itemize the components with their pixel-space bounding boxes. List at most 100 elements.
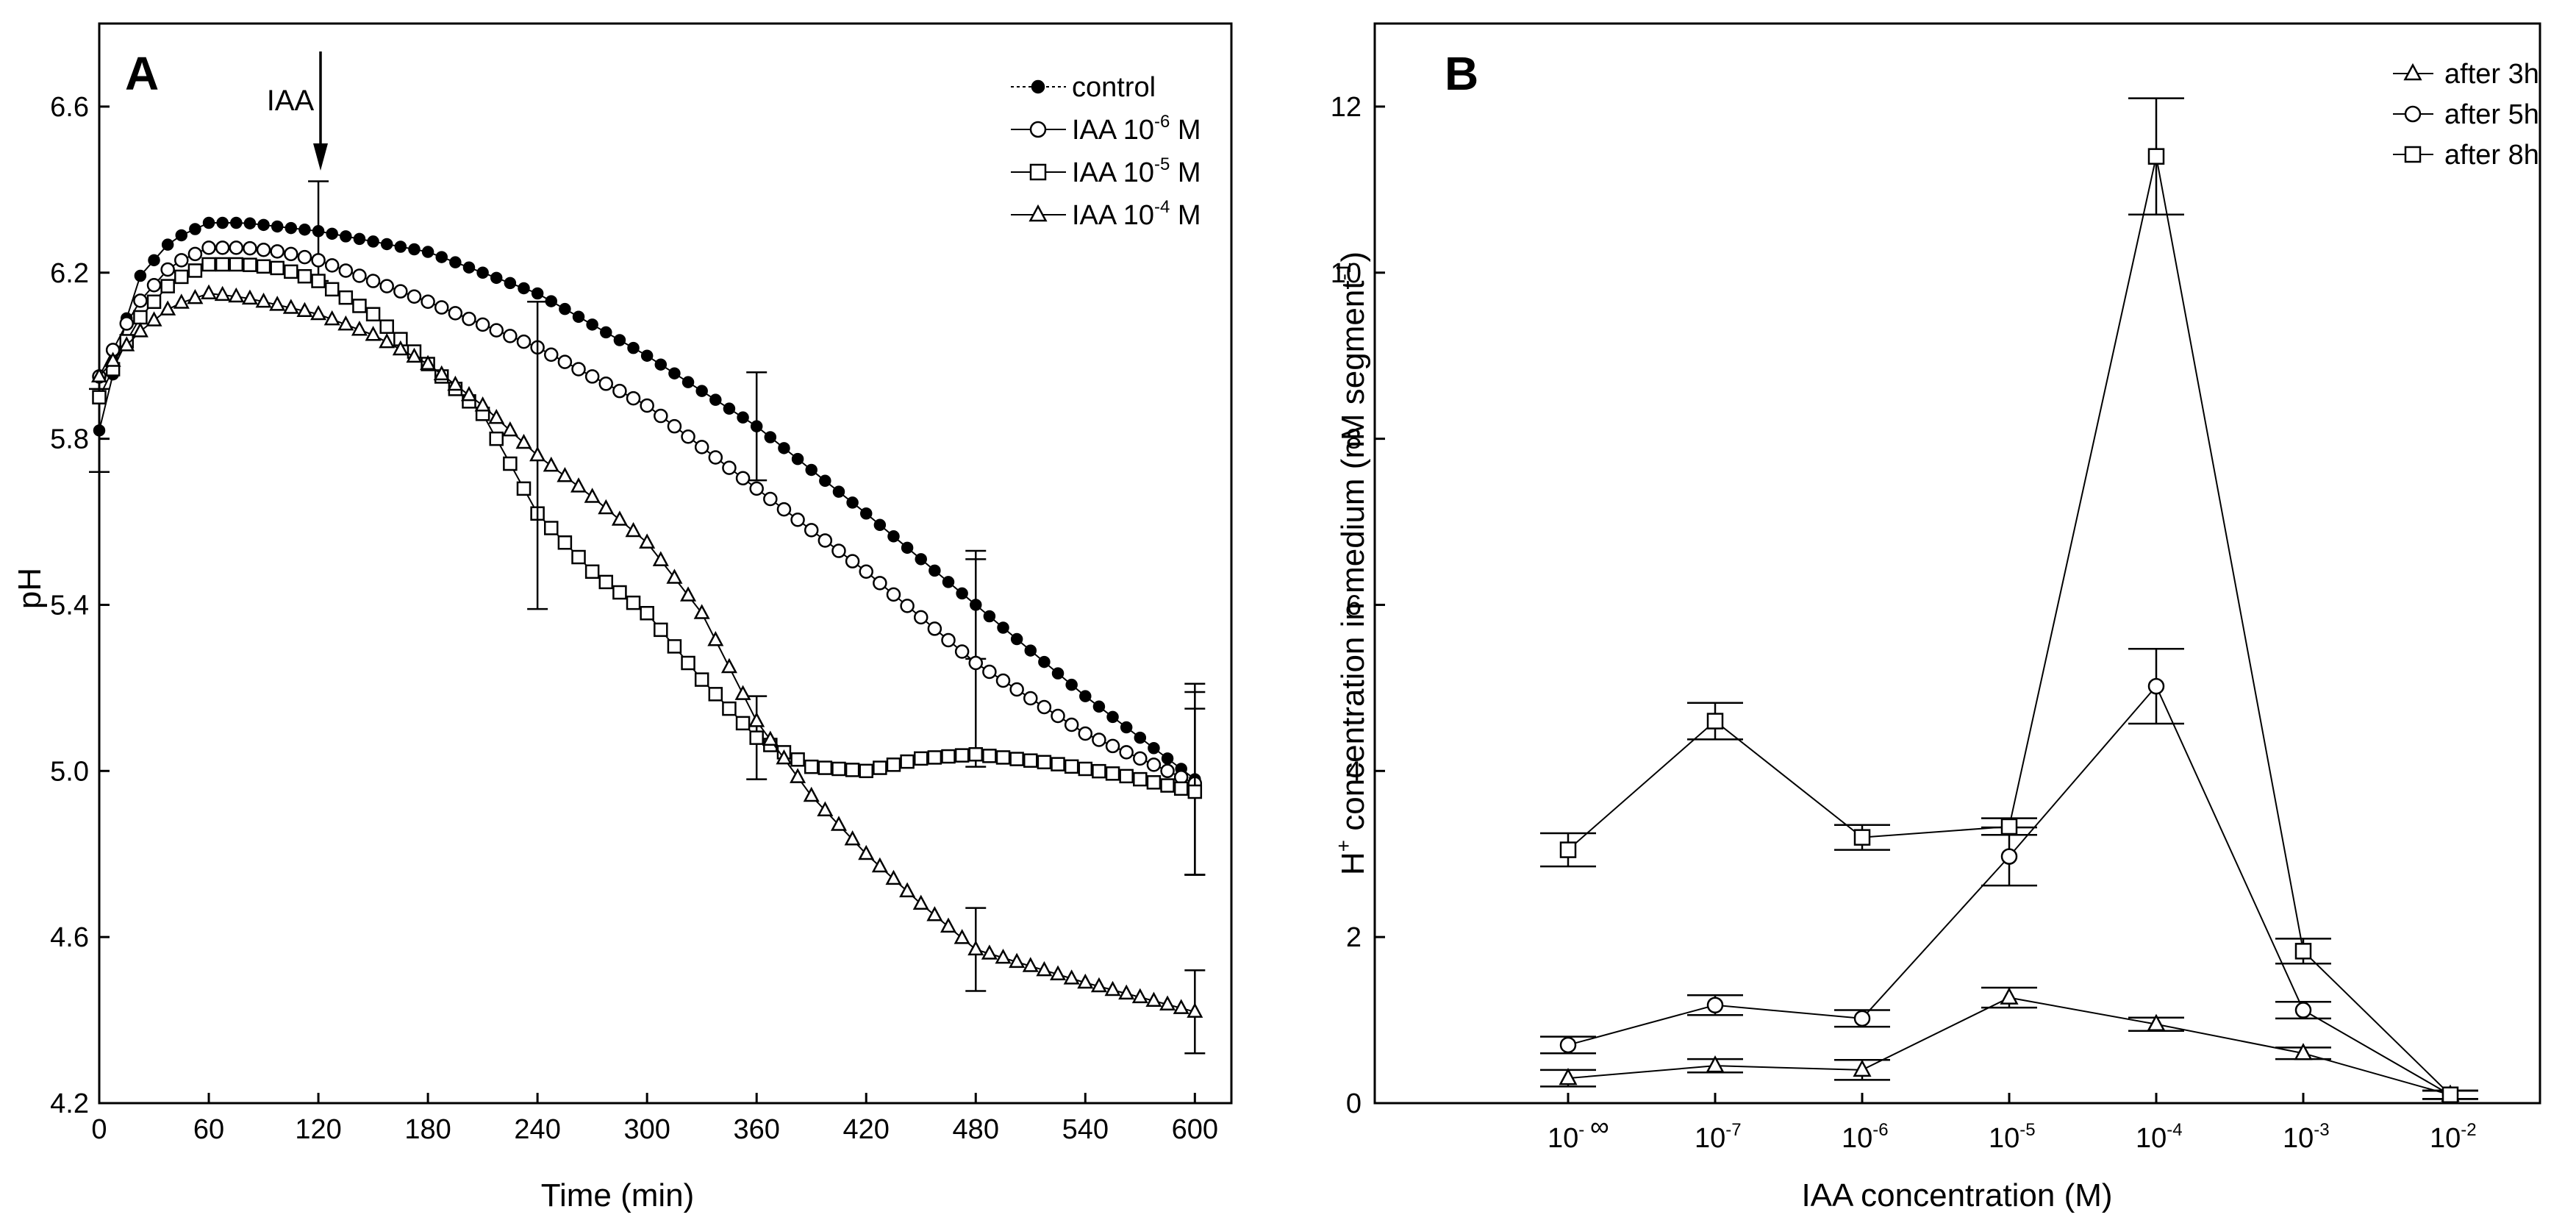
iaa-addition-annotation: IAA: [267, 51, 328, 171]
panel-a-data-point: [353, 232, 366, 246]
panel-a-data-point: [845, 554, 860, 568]
panel-a-data-point: [584, 488, 601, 503]
panel-a-data-point: [173, 293, 190, 309]
panel-a-data-point: [790, 768, 806, 783]
panel-a-data-point: [1187, 1002, 1203, 1018]
panel-a-x-tick-label: 180: [404, 1114, 451, 1145]
panel-a-data-point: [640, 349, 654, 362]
panel-a-data-point: [722, 701, 737, 716]
panel-a-data-point: [1133, 771, 1148, 787]
panel-a-data-point: [654, 622, 668, 638]
panel-a-data-point: [1009, 952, 1026, 969]
panel-a-data-point: [215, 240, 230, 255]
panel-a-data-point: [1092, 763, 1106, 779]
panel-a-data-point: [160, 300, 176, 315]
panel-a-data-point: [667, 418, 682, 434]
panel-a-data-point: [819, 474, 831, 488]
panel-a-data-point: [365, 274, 381, 288]
panel-a-data-point: [352, 299, 367, 313]
panel-a-data-point: [515, 433, 532, 449]
panel-a-data-point: [1090, 977, 1107, 993]
panel-a-data-point: [160, 262, 175, 277]
panel-a-data-point: [269, 296, 286, 311]
panel-a-data-point: [940, 917, 957, 933]
panel-a-data-point: [627, 341, 640, 354]
panel-a-data-point: [518, 282, 530, 295]
panel-a-data-point: [503, 456, 518, 471]
panel-a-data-point: [954, 748, 970, 763]
panel-a-data-point: [640, 606, 654, 621]
panel-a-x-tick-label: 480: [953, 1114, 999, 1145]
panel-a-data-point: [1118, 984, 1135, 1000]
panel-a-data-point: [900, 599, 915, 613]
panel-a-data-point: [997, 621, 1009, 634]
panel-a-data-point: [654, 408, 668, 424]
panel-a-data-point: [460, 385, 478, 402]
panel-a-data-point: [462, 261, 476, 274]
panel-a-data-point: [1187, 784, 1203, 799]
panel-a-data-point: [1104, 980, 1121, 996]
tick-label-base: 10: [2136, 1123, 2167, 1154]
panel-a-x-tick-label: 120: [295, 1114, 341, 1145]
panel-a-data-point: [804, 759, 819, 774]
panel-a-series: [89, 180, 1206, 1055]
panel-a-data-point: [230, 216, 243, 229]
panel-a-data-point: [1105, 738, 1120, 754]
panel-a-data-point: [1009, 752, 1024, 766]
panel-a-series-line: [99, 263, 1195, 793]
panel-b-data-point: [2147, 148, 2165, 165]
panel-a-y-tick-label: 6.6: [50, 92, 89, 123]
tick-label-base: 10: [2430, 1123, 2461, 1154]
panel-a-data-point: [790, 752, 805, 767]
panel-a-data-point: [886, 587, 901, 602]
legend-label-unit: M: [1170, 157, 1201, 188]
panel-b-data-point: [1853, 829, 1871, 846]
panel-a-data-point: [859, 763, 873, 779]
panel-a-data-point: [995, 673, 1011, 688]
panel-a-data-point: [229, 257, 244, 272]
panel-a-data-point: [449, 256, 462, 268]
iaa-annotation-label: IAA: [267, 85, 315, 117]
panel-a-legend-label: IAA 10-5 M: [1072, 154, 1201, 188]
panel-a-data-point: [748, 712, 765, 727]
legend-label-unit: M: [1170, 115, 1201, 146]
panel-a-data-point: [1079, 690, 1092, 702]
panel-a-data-point: [434, 300, 449, 315]
panel-a-data-point: [776, 749, 793, 765]
panel-a-data-point: [694, 440, 709, 454]
panel-b-chart: B IAA concentration (M) H+ concentration…: [1331, 22, 2541, 1213]
panel-a-data-point: [668, 367, 681, 379]
panel-a-data-point: [912, 894, 929, 910]
panel-a-data-point: [229, 240, 244, 255]
panel-a-data-point: [846, 496, 859, 509]
panel-a-data-point: [380, 238, 393, 251]
panel-a-data-point: [324, 258, 340, 273]
panel-b-legend-label: after 8h: [2444, 140, 2539, 171]
panel-a-data-point: [448, 306, 463, 321]
legend-marker: [1029, 163, 1047, 181]
tick-label-base: 10: [2283, 1123, 2314, 1154]
panel-b-y-tick-label: 12: [1331, 92, 1362, 123]
panel-a-data-point: [1036, 960, 1053, 977]
panel-a-data-point: [968, 655, 984, 671]
panel-a-data-point: [1133, 751, 1148, 766]
panel-a-data-point: [584, 369, 600, 384]
legend-label-exponent: -5: [1154, 154, 1170, 174]
panel-a-data-point: [297, 268, 312, 284]
panel-a-data-point: [680, 586, 697, 602]
legend-label-base: IAA 10: [1072, 157, 1154, 188]
panel-a-y-tick-label: 6.2: [50, 258, 89, 289]
panel-a-data-point: [1146, 775, 1162, 790]
panel-a-data-point: [803, 786, 820, 802]
panel-a-data-point: [982, 749, 997, 763]
panel-b-legend-entry: after 8h: [2393, 140, 2539, 171]
panel-a-data-point: [282, 299, 299, 314]
tick-label-base: 10: [1842, 1123, 1872, 1154]
panel-b-x-tick-label: 10- ∞: [1548, 1111, 1609, 1154]
panel-a-data-point: [146, 294, 162, 310]
panel-a-data-point: [968, 746, 984, 762]
tick-label-base: 10: [1695, 1123, 1725, 1154]
legend-label-base: IAA 10: [1072, 200, 1154, 231]
panel-b-y-tick-label: 6: [1346, 590, 1362, 621]
panel-b-y-tick-label: 8: [1346, 424, 1362, 455]
